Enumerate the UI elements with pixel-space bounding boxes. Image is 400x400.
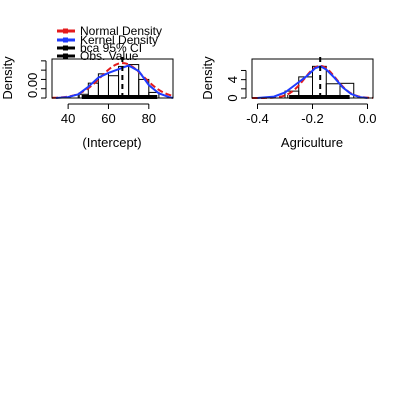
hist-bar xyxy=(118,65,130,99)
plot-box xyxy=(51,58,174,99)
legend-marker-normal xyxy=(63,28,68,34)
plot-marks xyxy=(252,57,374,99)
y-tick-label: 4 xyxy=(225,76,240,83)
panel-agriculture: -0.4 -0.2 0.0 04 Agriculture Density xyxy=(200,56,377,150)
x-tick-label: -0.2 xyxy=(301,111,323,126)
legend-marker-kernel xyxy=(63,37,68,43)
x-axis-label: Agriculture xyxy=(281,135,343,150)
x-axis: -0.4 -0.2 0.0 xyxy=(246,103,377,126)
y-axis-label: Density xyxy=(0,56,15,100)
x-tick-label: 60 xyxy=(101,111,115,126)
x-tick-label: 0.0 xyxy=(358,111,376,126)
x-tick-label: -0.4 xyxy=(246,111,268,126)
legend-label-ci: bca 95% CI xyxy=(80,41,142,55)
y-tick-label: 0.00 xyxy=(25,73,40,98)
y-axis-label: Density xyxy=(200,56,215,100)
legend-label-kernel: Kernel Density xyxy=(80,33,158,47)
legend: Normal Density Kernel Density bca 95% CI… xyxy=(57,24,162,63)
x-axis: 40 60 80 xyxy=(61,103,156,126)
legend-label-obs: Obs. Value xyxy=(80,49,139,63)
hist-bar xyxy=(107,75,120,99)
x-tick-label: 40 xyxy=(61,111,75,126)
kernel-density-line xyxy=(55,64,174,99)
y-axis: 0.00 xyxy=(25,60,47,99)
legend-marker-obs xyxy=(63,53,68,59)
y-tick-label: 0 xyxy=(225,94,240,101)
x-tick-label: 80 xyxy=(142,111,156,126)
legend-label-normal: Normal Density xyxy=(80,24,162,38)
legend-marker-ci xyxy=(63,45,68,51)
plot-box xyxy=(251,58,374,99)
plot-marks xyxy=(51,57,174,99)
panel-intercept: 40 60 80 0.00 (Intercept) Density xyxy=(0,56,174,150)
x-axis-label: (Intercept) xyxy=(82,135,141,150)
y-axis: 04 xyxy=(225,69,247,102)
